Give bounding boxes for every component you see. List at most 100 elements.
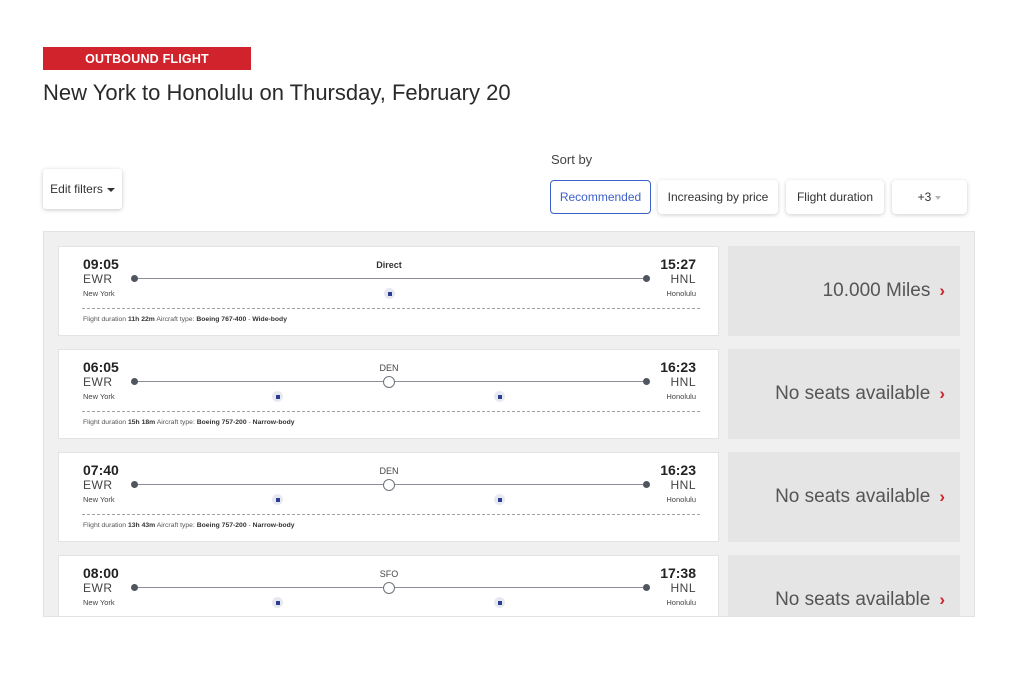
- duration-label: Flight duration: [83, 522, 127, 529]
- arrival-time: 16:23: [660, 359, 696, 375]
- fare-button[interactable]: 10.000 Miles ›: [728, 246, 960, 336]
- stopover-marker: [383, 376, 395, 388]
- airline-logo-icon: [272, 494, 283, 505]
- arrival-airport-code: HNL: [670, 581, 696, 595]
- flight-row: 09:05 EWR New York Direct 15:27 HNL Hono…: [58, 246, 974, 336]
- flight-card[interactable]: 09:05 EWR New York Direct 15:27 HNL Hono…: [58, 246, 719, 336]
- fare-label: 10.000 Miles: [822, 280, 931, 301]
- chevron-down-icon: [935, 196, 942, 200]
- airline-logo-icon: [272, 391, 283, 402]
- airline-logo-icon: [494, 597, 505, 608]
- arrival-city: Honolulu: [666, 289, 696, 298]
- origin-dot: [131, 378, 138, 385]
- fare-button[interactable]: No seats available ›: [728, 452, 960, 542]
- route-line: [134, 278, 646, 279]
- route-type-label: Direct: [376, 260, 402, 270]
- sort-recommended-button[interactable]: Recommended: [550, 180, 651, 214]
- arrival-time: 17:38: [660, 565, 696, 581]
- aircraft-value: Boeing 757-200: [196, 522, 247, 529]
- destination-dot: [643, 481, 650, 488]
- arrival-time: 16:23: [660, 462, 696, 478]
- departure-time: 06:05: [83, 359, 119, 375]
- arrival-airport-code: HNL: [670, 272, 696, 286]
- flight-details: Flight duration 13h 43m Aircraft type: B…: [83, 522, 295, 529]
- page-title: New York to Honolulu on Thursday, Februa…: [43, 80, 511, 105]
- body-type-value: Narrow-body: [252, 522, 295, 529]
- destination-dot: [643, 378, 650, 385]
- origin-dot: [131, 275, 138, 282]
- separator: -: [248, 522, 251, 529]
- dashed-divider: [82, 308, 700, 309]
- duration-value: 13h 43m: [127, 522, 156, 529]
- origin-dot: [131, 584, 138, 591]
- chevron-down-icon: [106, 188, 115, 192]
- airline-logo-icon: [384, 288, 395, 299]
- flight-row: 08:00 EWR New York SFO 17:38 HNL Honolul…: [58, 555, 974, 616]
- duration-label: Flight duration: [83, 316, 127, 323]
- aircraft-label: Aircraft type:: [156, 316, 195, 323]
- aircraft-label: Aircraft type:: [156, 419, 195, 426]
- stopover-marker: [383, 582, 395, 594]
- fare-button[interactable]: No seats available ›: [728, 349, 960, 439]
- departure-airport-code: EWR: [83, 375, 113, 389]
- sort-recommended-label: Recommended: [559, 190, 642, 204]
- fare-button[interactable]: No seats available ›: [728, 555, 960, 616]
- sort-more-button[interactable]: +3: [892, 180, 967, 214]
- departure-city: New York: [83, 495, 115, 504]
- flight-details: Flight duration 11h 22m Aircraft type: B…: [83, 316, 287, 323]
- flight-card[interactable]: 08:00 EWR New York SFO 17:38 HNL Honolul…: [58, 555, 719, 616]
- body-type-value: Narrow-body: [252, 419, 295, 426]
- departure-airport-code: EWR: [83, 272, 113, 286]
- edit-filters-label: Edit filters: [50, 182, 103, 196]
- airline-logo-icon: [494, 391, 505, 402]
- flight-card[interactable]: 07:40 EWR New York DEN 16:23 HNL Honolul…: [58, 452, 719, 542]
- arrival-city: Honolulu: [666, 598, 696, 607]
- flight-card[interactable]: 06:05 EWR New York DEN 16:23 HNL Honolul…: [58, 349, 719, 439]
- departure-time: 09:05: [83, 256, 119, 272]
- chevron-right-icon: ›: [939, 487, 945, 506]
- body-type-value: Wide-body: [252, 316, 287, 323]
- arrival-time: 15:27: [660, 256, 696, 272]
- dashed-divider: [82, 411, 700, 412]
- airline-logo-icon: [494, 494, 505, 505]
- aircraft-label: Aircraft type:: [156, 522, 195, 529]
- dashed-divider: [82, 514, 700, 515]
- flight-row: 07:40 EWR New York DEN 16:23 HNL Honolul…: [58, 452, 974, 542]
- edit-filters-button[interactable]: Edit filters: [43, 169, 122, 209]
- departure-city: New York: [83, 598, 115, 607]
- sort-price-label: Increasing by price: [667, 190, 769, 204]
- departure-city: New York: [83, 392, 115, 401]
- sort-price-button[interactable]: Increasing by price: [658, 180, 778, 214]
- departure-time: 08:00: [83, 565, 119, 581]
- chevron-right-icon: ›: [939, 590, 945, 609]
- airline-logo-icon: [272, 597, 283, 608]
- aircraft-value: Boeing 767-400: [196, 316, 247, 323]
- stopover-marker: [383, 479, 395, 491]
- stopover-airport-label: DEN: [379, 466, 399, 476]
- destination-dot: [643, 275, 650, 282]
- fare-label: No seats available: [775, 486, 931, 507]
- duration-value: 11h 22m: [127, 316, 155, 323]
- departure-airport-code: EWR: [83, 478, 113, 492]
- flight-details: Flight duration 15h 18m Aircraft type: B…: [83, 419, 295, 426]
- sort-more-label: +3: [917, 190, 932, 204]
- chevron-right-icon: ›: [939, 384, 945, 403]
- departure-time: 07:40: [83, 462, 119, 478]
- fare-label: No seats available: [775, 383, 931, 404]
- flight-results-list: 09:05 EWR New York Direct 15:27 HNL Hono…: [43, 231, 975, 617]
- separator: -: [248, 419, 251, 426]
- departure-airport-code: EWR: [83, 581, 113, 595]
- chevron-right-icon: ›: [939, 281, 945, 300]
- outbound-flight-badge: OUTBOUND FLIGHT: [43, 47, 251, 70]
- origin-dot: [131, 481, 138, 488]
- sort-duration-button[interactable]: Flight duration: [786, 180, 884, 214]
- duration-value: 15h 18m: [127, 419, 156, 426]
- departure-city: New York: [83, 289, 115, 298]
- fare-label: No seats available: [775, 589, 931, 610]
- sort-duration-label: Flight duration: [796, 190, 874, 204]
- flight-row: 06:05 EWR New York DEN 16:23 HNL Honolul…: [58, 349, 974, 439]
- aircraft-value: Boeing 757-200: [196, 419, 247, 426]
- arrival-city: Honolulu: [666, 495, 696, 504]
- arrival-airport-code: HNL: [670, 375, 696, 389]
- stopover-airport-label: SFO: [379, 569, 399, 579]
